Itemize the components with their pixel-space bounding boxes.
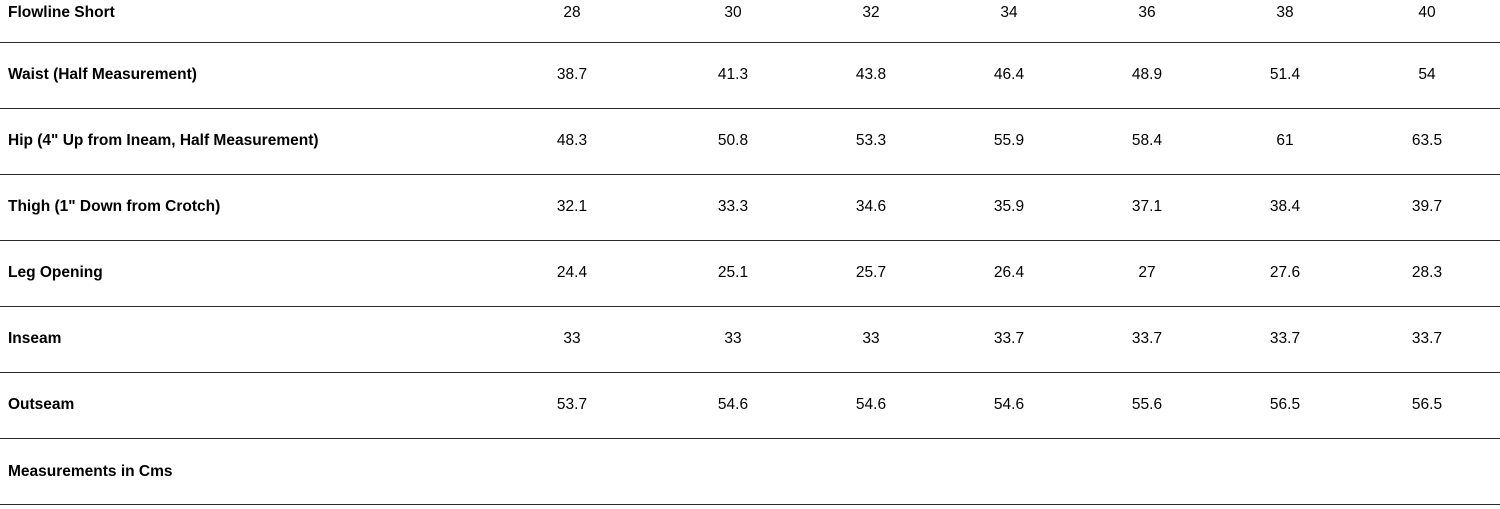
measurement-value: 56.5 xyxy=(1269,396,1301,414)
size-column-header: 40 xyxy=(1418,4,1436,21)
measurement-row: Thigh (1" Down from Crotch) 32.1 33.3 34.6 3… xyxy=(0,174,1500,240)
measurement-value: 39.7 xyxy=(1411,198,1443,216)
measurement-value: 63.5 xyxy=(1411,132,1443,150)
measurement-value: 37.1 xyxy=(1131,198,1163,216)
measurement-value: 34.6 xyxy=(855,198,887,216)
measurement-row: Hip (4" Up from Ineam, Half Measurement)… xyxy=(0,108,1500,174)
measurement-value: 27 xyxy=(1138,264,1156,282)
size-column-header: 38 xyxy=(1276,4,1294,21)
measurement-value: 55.9 xyxy=(993,132,1025,150)
row-label: Inseam xyxy=(8,330,62,348)
size-column-header: 34 xyxy=(1000,4,1018,21)
measurement-value: 25.7 xyxy=(855,264,887,282)
measurement-value: 24.4 xyxy=(556,264,588,282)
measurement-value: 54.6 xyxy=(717,396,749,414)
measurement-value: 33.7 xyxy=(1131,330,1163,348)
size-column-header: 28 xyxy=(563,4,581,21)
measurement-value: 56.5 xyxy=(1411,396,1443,414)
measurement-value: 61 xyxy=(1276,132,1294,150)
header-row: Flowline Short 28 30 32 34 36 38 40 xyxy=(0,0,1500,42)
measurement-value: 41.3 xyxy=(717,66,749,84)
size-column-header: 30 xyxy=(724,4,742,21)
measurement-value: 54.6 xyxy=(993,396,1025,414)
row-label: Hip (4" Up from Ineam, Half Measurement) xyxy=(8,132,319,150)
measurement-value: 33.3 xyxy=(717,198,749,216)
footer-row: Measurements in Cms xyxy=(0,438,1500,505)
measurement-value: 32.1 xyxy=(556,198,588,216)
row-label: Leg Opening xyxy=(8,264,103,282)
row-label: Outseam xyxy=(8,396,75,414)
measurement-value: 33 xyxy=(563,330,581,348)
measurement-value: 33 xyxy=(862,330,880,348)
units-note: Measurements in Cms xyxy=(8,462,173,480)
measurement-value: 48.3 xyxy=(556,132,588,150)
measurement-value: 33.7 xyxy=(1269,330,1301,348)
measurement-value: 38.7 xyxy=(556,66,588,84)
measurement-value: 51.4 xyxy=(1269,66,1301,84)
measurement-value: 50.8 xyxy=(717,132,749,150)
measurement-value: 33.7 xyxy=(993,330,1025,348)
measurement-value: 54.6 xyxy=(855,396,887,414)
measurement-value: 28.3 xyxy=(1411,264,1443,282)
measurement-value: 26.4 xyxy=(993,264,1025,282)
measurement-value: 46.4 xyxy=(993,66,1025,84)
measurement-row: Outseam 53.7 54.6 54.6 54.6 55.6 56.5 56.5 xyxy=(0,372,1500,438)
measurement-value: 27.6 xyxy=(1269,264,1301,282)
measurement-value: 43.8 xyxy=(855,66,887,84)
measurement-value: 53.7 xyxy=(556,396,588,414)
measurement-value: 33.7 xyxy=(1411,330,1443,348)
measurement-value: 53.3 xyxy=(855,132,887,150)
table-title: Flowline Short xyxy=(8,4,115,21)
measurement-value: 58.4 xyxy=(1131,132,1163,150)
row-label: Thigh (1" Down from Crotch) xyxy=(8,198,221,216)
measurement-value: 54 xyxy=(1418,66,1436,84)
measurement-value: 38.4 xyxy=(1269,198,1301,216)
row-label: Waist (Half Measurement) xyxy=(8,66,197,84)
measurement-value: 48.9 xyxy=(1131,66,1163,84)
measurement-row: Leg Opening 24.4 25.1 25.7 26.4 27 27.6 28.3 xyxy=(0,240,1500,306)
measurement-row: Inseam 33 33 33 33.7 33.7 33.7 33.7 xyxy=(0,306,1500,372)
measurement-value: 25.1 xyxy=(717,264,749,282)
size-column-header: 32 xyxy=(862,4,880,21)
measurement-value: 35.9 xyxy=(993,198,1025,216)
size-column-header: 36 xyxy=(1138,4,1156,21)
measurement-value: 55.6 xyxy=(1131,396,1163,414)
measurement-row: Waist (Half Measurement) 38.7 41.3 43.8 46.4… xyxy=(0,42,1500,108)
measurement-value: 33 xyxy=(724,330,742,348)
